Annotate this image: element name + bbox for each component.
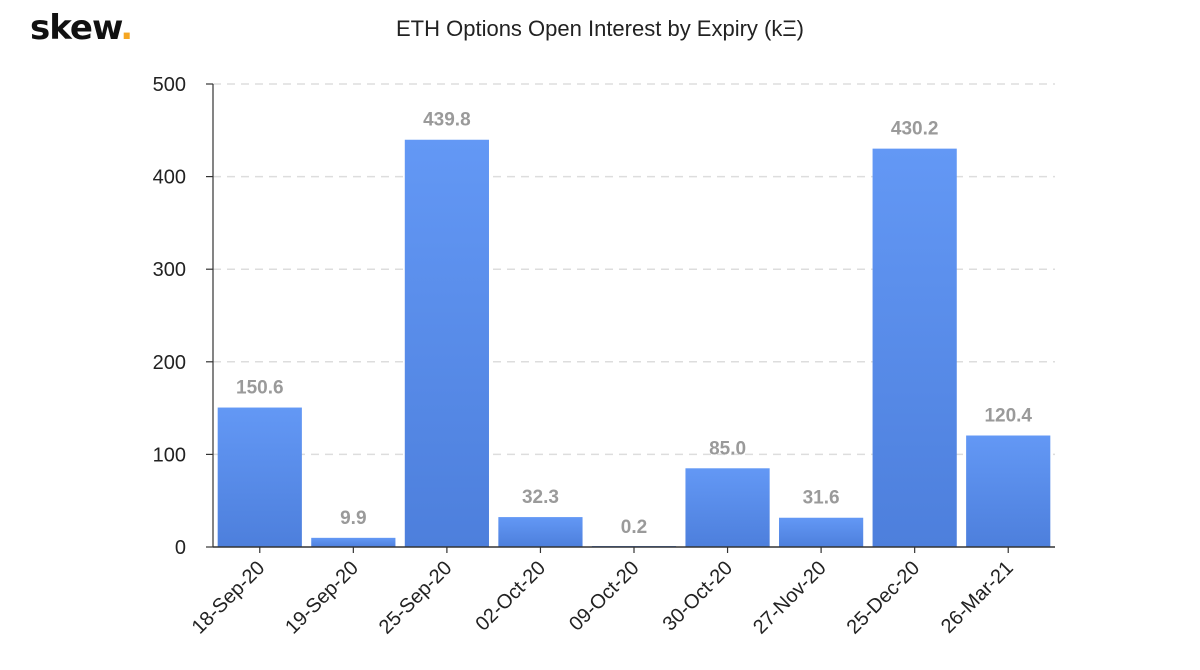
bar-25-Sep-20 — [404, 139, 489, 548]
bar-26-Mar-21 — [966, 435, 1051, 547]
bar-18-Sep-20 — [217, 407, 302, 547]
bar-25-Dec-20 — [872, 148, 957, 547]
brand-dot: . — [120, 8, 133, 48]
chart-title: ETH Options Open Interest by Expiry (kΞ) — [396, 16, 804, 41]
x-tick-label: 18-Sep-20 — [188, 557, 270, 639]
y-tick-label: 400 — [153, 167, 186, 189]
data-label: 120.4 — [984, 406, 1032, 427]
brand-logo: skew. — [30, 8, 133, 48]
data-label: 9.9 — [340, 508, 366, 529]
x-axis: 18-Sep-20 19-Sep-20 25-Sep-20 02-Oct-20 09-O… — [188, 546, 1055, 639]
bar-02-Oct-20 — [498, 517, 583, 547]
data-label: 439.8 — [423, 110, 471, 131]
data-labels: 150.6 9.9 439.8 32.3 0.2 85.0 31.6 430.2 120.4 — [236, 110, 1032, 538]
x-tick-label: 19-Sep-20 — [281, 557, 363, 639]
x-tick-label: 09-Oct-20 — [565, 557, 643, 635]
y-tick-label: 200 — [153, 352, 186, 374]
data-label: 31.6 — [803, 488, 840, 509]
data-label: 32.3 — [522, 487, 559, 508]
y-tick-label: 500 — [153, 74, 186, 96]
y-tick-label: 300 — [153, 259, 186, 281]
x-tick-label: 25-Sep-20 — [375, 557, 457, 639]
x-tick-label: 27-Nov-20 — [749, 557, 831, 639]
data-label: 430.2 — [891, 119, 939, 140]
y-tick-label: 0 — [175, 537, 186, 559]
x-tick-label: 30-Oct-20 — [659, 557, 737, 635]
brand-name: skew — [30, 8, 121, 48]
bar-30-Oct-20 — [685, 468, 770, 547]
data-label: 0.2 — [621, 517, 647, 538]
y-axis: 0 100 200 300 400 500 — [153, 74, 214, 559]
data-label: 150.6 — [236, 378, 284, 399]
bar-19-Sep-20 — [311, 537, 396, 547]
x-tick-label: 02-Oct-20 — [472, 557, 550, 635]
bars — [217, 139, 1051, 548]
bar-27-Nov-20 — [779, 517, 864, 547]
y-tick-label: 100 — [153, 444, 186, 466]
x-tick-label: 26-Mar-21 — [937, 557, 1018, 638]
x-tick-label: 25-Dec-20 — [843, 557, 925, 639]
data-label: 85.0 — [709, 438, 746, 459]
